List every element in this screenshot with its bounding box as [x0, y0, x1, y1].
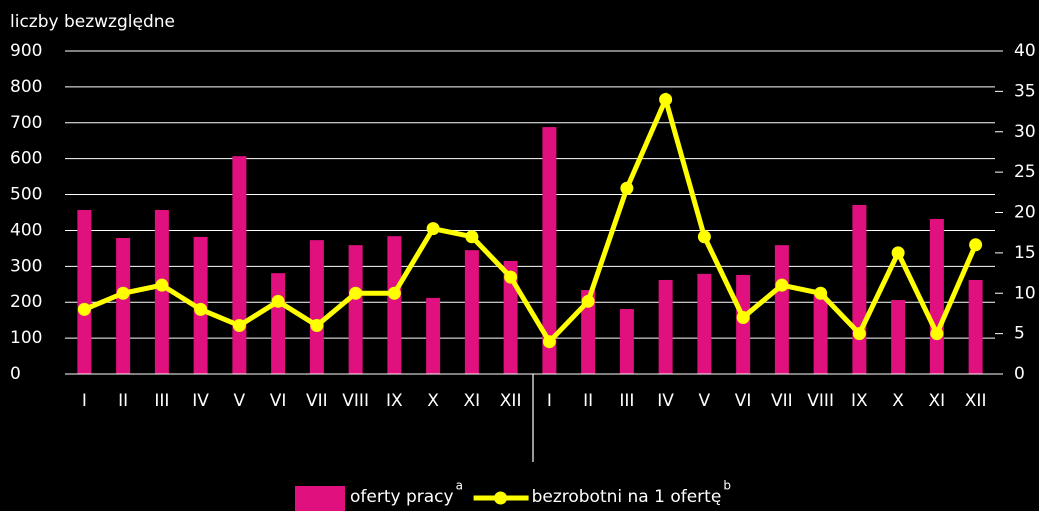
marker: [542, 335, 556, 349]
marker: [349, 286, 363, 300]
bar: [309, 240, 324, 374]
marker: [620, 181, 634, 195]
marker: [116, 286, 130, 300]
marker: [814, 286, 828, 300]
x-tick-label: IX: [851, 391, 868, 411]
bar: [464, 250, 479, 374]
bar: [774, 245, 789, 374]
marker: [775, 278, 789, 292]
bar: [503, 260, 518, 374]
bar: [154, 209, 169, 374]
x-tick-label: III: [619, 391, 634, 411]
marker: [504, 270, 518, 284]
line: [83, 92, 978, 346]
x-tick-label: IV: [657, 391, 674, 411]
marker: [581, 294, 595, 308]
x-tick-label: I: [547, 391, 552, 411]
y-tick-label: 300: [10, 256, 42, 276]
marker: [659, 92, 673, 106]
x-tick-label: VIII: [807, 391, 834, 411]
bar: [116, 237, 131, 374]
x-tick-label: V: [699, 391, 711, 411]
bar: [348, 245, 363, 374]
x-tick-label: VI: [270, 391, 287, 411]
marker: [77, 302, 91, 316]
marker: [426, 222, 440, 236]
y-axis-title: liczby bezwzględne: [10, 12, 175, 32]
marker: [852, 327, 866, 341]
y-tick-label: 0: [10, 364, 21, 384]
y-tick-label: 900: [10, 41, 42, 61]
bar: [387, 236, 402, 374]
bar: [658, 279, 673, 374]
y2-tick-label: 10: [1014, 283, 1036, 303]
x-tick-label: XI: [464, 391, 481, 411]
bar: [232, 156, 247, 374]
legend-swatch: [295, 486, 345, 511]
x-tick-label: VI: [735, 391, 752, 411]
y-tick-label: 400: [10, 220, 42, 240]
legend-swatch: [494, 491, 508, 505]
marker: [387, 286, 401, 300]
y-tick-label: 500: [10, 185, 42, 205]
bar: [426, 297, 441, 374]
marker: [891, 246, 905, 260]
legend-note: b: [723, 479, 731, 493]
marker: [465, 230, 479, 244]
x-tick-label: II: [583, 391, 593, 411]
marker: [194, 302, 208, 316]
marker: [232, 319, 246, 333]
x-tick-label: I: [82, 391, 87, 411]
x-tick-label: X: [427, 391, 439, 411]
bar: [619, 309, 634, 374]
legend-label: oferty pracy: [350, 487, 454, 507]
x-tick-label: VII: [306, 391, 328, 411]
marker: [969, 238, 983, 252]
bar: [813, 295, 828, 374]
x-tick-label: IX: [386, 391, 403, 411]
y-tick-label: 200: [10, 292, 42, 312]
y-tick-label: 100: [10, 328, 42, 348]
marker: [310, 319, 324, 333]
y2-tick-label: 35: [1014, 81, 1036, 101]
y-tick-label: 700: [10, 113, 42, 133]
x-tick-label: IV: [192, 391, 209, 411]
x-tick-label: XII: [500, 391, 522, 411]
bar: [697, 273, 712, 374]
y2-tick-label: 30: [1014, 122, 1036, 142]
bar: [271, 273, 286, 374]
bar: [968, 279, 983, 374]
x-tick-label: X: [892, 391, 904, 411]
y2-tick-label: 15: [1014, 243, 1036, 263]
x-tick-label: XII: [965, 391, 987, 411]
y2-tick-label: 0: [1014, 364, 1025, 384]
x-tick-label: VIII: [342, 391, 369, 411]
y2-tick-label: 20: [1014, 203, 1036, 223]
x-tick-label: VII: [771, 391, 793, 411]
legend-label: bezrobotni na 1 ofertę: [532, 487, 722, 507]
y2-tick-label: 5: [1014, 324, 1025, 344]
y-tick-label: 600: [10, 149, 42, 169]
x-tick-label: XI: [929, 391, 946, 411]
marker: [736, 310, 750, 324]
bar: [929, 218, 944, 374]
bar: [891, 300, 906, 374]
legend-note: a: [456, 479, 463, 493]
bar: [77, 209, 92, 374]
y-tick-label: 800: [10, 77, 42, 97]
bar: [736, 274, 751, 374]
x-tick-label: V: [234, 391, 246, 411]
y2-tick-label: 25: [1014, 162, 1036, 182]
marker: [697, 230, 711, 244]
marker: [155, 278, 169, 292]
x-tick-label: III: [154, 391, 169, 411]
bar: [852, 204, 867, 374]
marker: [930, 327, 944, 341]
marker: [271, 294, 285, 308]
bar: [542, 127, 557, 374]
x-tick-label: II: [118, 391, 128, 411]
bar: [581, 290, 596, 374]
y2-tick-label: 40: [1014, 41, 1036, 61]
